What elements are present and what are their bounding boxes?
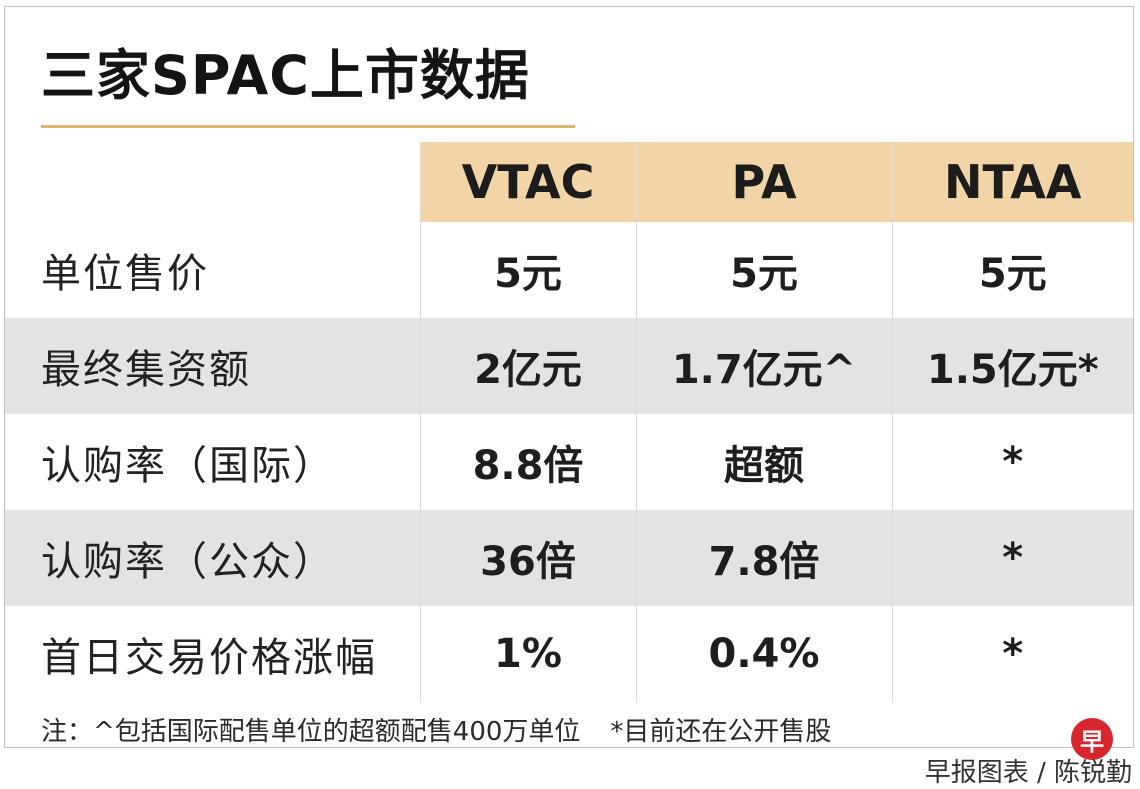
column-header-vtac: VTAC [419,142,636,222]
table-cell: * [891,606,1133,702]
table-cell: 5元 [419,222,636,318]
table-cell: 5元 [635,222,892,318]
table-cell: * [891,414,1133,510]
column-header-pa: PA [635,142,892,222]
footnote: 注：^包括国际配售单位的超额配售400万单位 *目前还在公开售股 [41,711,832,747]
footnote-overallotment: 注：^包括国际配售单位的超额配售400万单位 [41,717,581,747]
table-cell: 0.4% [635,606,892,702]
table-cell: 1.5亿元* [891,318,1133,414]
footnote-public-offer: *目前还在公开售股 [610,717,832,747]
table-cell: 36倍 [419,510,636,606]
table-cell: 5元 [891,222,1133,318]
table-cell: 1% [419,606,636,702]
table-cell: 超额 [635,414,892,510]
table-cell: 2亿元 [419,318,636,414]
row-label-first-day-gain: 首日交易价格涨幅 [41,635,377,681]
table-row: 首日交易价格涨幅 1% 0.4% * [5,606,1133,702]
row-label-subscription-intl: 认购率（国际） [41,443,335,489]
table-row: 最终集资额 2亿元 1.7亿元^ 1.5亿元* [5,318,1133,414]
table-row: 认购率（公众） 36倍 7.8倍 * [5,510,1133,606]
header-row: VTAC PA NTAA [5,142,1133,222]
table-cell: 8.8倍 [419,414,636,510]
table-row: 单位售价 5元 5元 5元 [5,222,1133,318]
title-underline [41,125,575,128]
row-label-final-raised: 最终集资额 [5,318,420,414]
row-label-unit-price: 单位售价 [41,251,209,297]
infographic-card: 三家SPAC上市数据 VTAC PA NTAA 单位售价 5元 5元 5元 最终… [4,6,1134,748]
table-row: 认购率（国际） 8.8倍 超额 * [5,414,1133,510]
graphic-credit: 早报图表 / 陈锐勤 [924,758,1132,788]
header-corner [5,142,420,222]
row-label-subscription-public: 认购率（公众） [5,510,420,606]
infographic-title: 三家SPAC上市数据 [41,44,530,107]
spac-data-table: VTAC PA NTAA 单位售价 5元 5元 5元 最终集资额 2亿元 1.7… [5,142,1133,702]
table-cell: 1.7亿元^ [635,318,892,414]
table-cell: 7.8倍 [635,510,892,606]
table-cell: * [891,510,1133,606]
zaobao-logo-icon: 早 [1071,718,1113,760]
column-header-ntaa: NTAA [891,142,1133,222]
